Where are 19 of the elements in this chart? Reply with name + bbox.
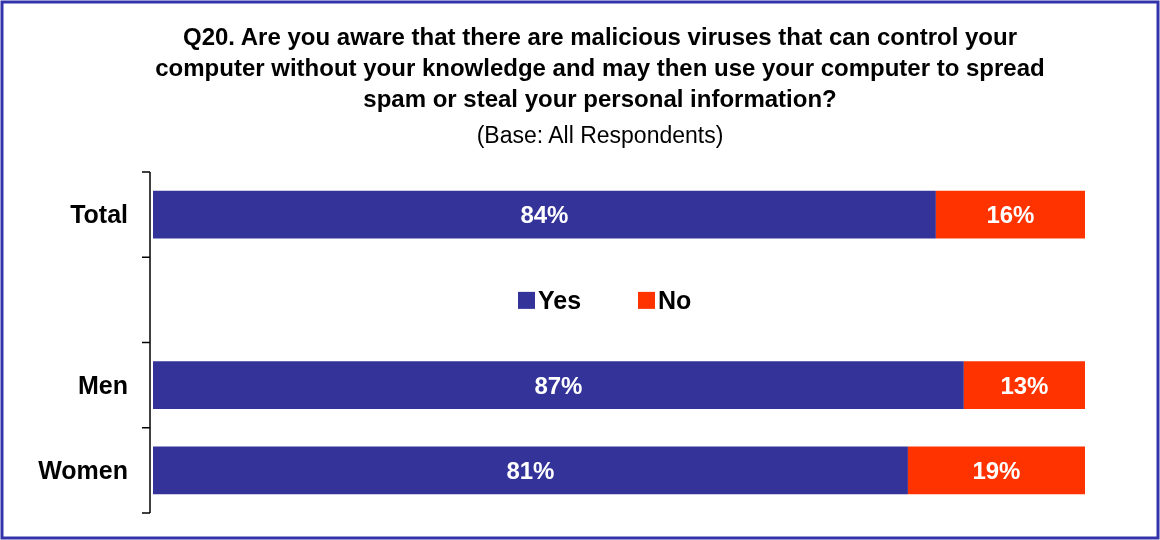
bar	[907, 446, 1085, 495]
y-tick-label: Men	[78, 370, 128, 399]
chart-title: Q20. Are you aware that there are malicious viruses that can control your computer without your knowledge and may then use your computer to spread spam or steal your personal information?	[155, 23, 1045, 113]
data-label: 13%	[1000, 371, 1049, 399]
bar	[935, 190, 1085, 239]
y-tick-label: Total	[70, 200, 128, 229]
bar	[153, 446, 908, 495]
bar	[153, 190, 936, 239]
data-label: 84%	[520, 201, 569, 229]
data-label: 81%	[506, 456, 555, 484]
bar	[963, 361, 1085, 409]
data-label: 19%	[972, 456, 1021, 484]
data-label: 87%	[534, 371, 583, 399]
data-label: 16%	[986, 201, 1035, 229]
chart-subtitle: (Base: All Respondents)	[476, 122, 724, 149]
bar	[153, 361, 964, 409]
legend-label: Yes	[538, 285, 582, 314]
y-tick-label: Women	[38, 456, 128, 485]
legend-label: No	[658, 285, 692, 314]
